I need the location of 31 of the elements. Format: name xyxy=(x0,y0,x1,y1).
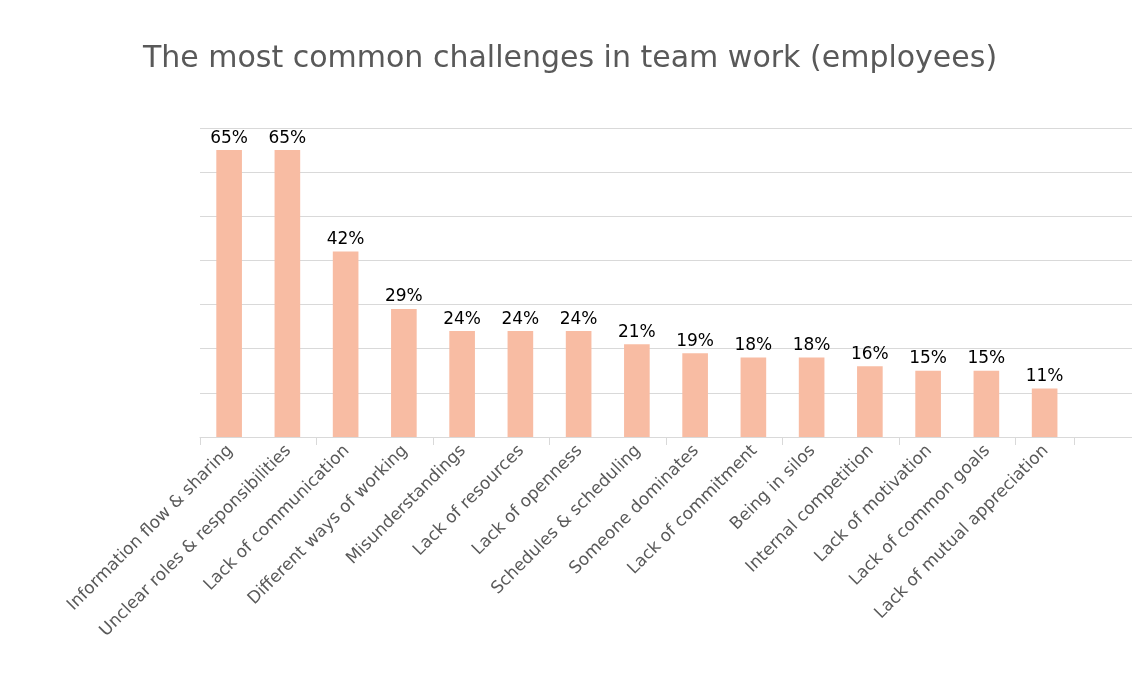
data-label: 18% xyxy=(792,334,831,355)
data-label: 18% xyxy=(734,334,773,355)
data-label: 65% xyxy=(268,126,307,147)
data-label: 29% xyxy=(384,285,423,306)
data-label: 15% xyxy=(967,347,1006,368)
bar xyxy=(798,357,825,437)
bar xyxy=(391,308,417,437)
data-label: 24% xyxy=(559,307,598,328)
data-label: 65% xyxy=(210,126,249,147)
bar xyxy=(449,331,475,437)
bar xyxy=(740,357,767,437)
bar xyxy=(274,150,301,437)
data-label: 11% xyxy=(1025,364,1064,385)
bar xyxy=(857,366,883,437)
bar xyxy=(973,370,1000,437)
bar xyxy=(216,150,242,437)
bar xyxy=(624,344,650,437)
data-label: 21% xyxy=(617,320,656,341)
bar xyxy=(1031,388,1058,437)
bar xyxy=(682,353,708,437)
data-label: 19% xyxy=(676,329,715,350)
bar xyxy=(332,251,359,437)
chart-title: The most common challenges in team work (employees) xyxy=(141,38,998,74)
data-label: 16% xyxy=(850,342,889,363)
bar xyxy=(565,331,592,437)
data-label: 24% xyxy=(501,307,540,328)
data-label: 24% xyxy=(443,307,482,328)
data-label: 15% xyxy=(909,347,948,368)
bar xyxy=(915,370,941,437)
data-label: 42% xyxy=(326,228,365,249)
bar xyxy=(507,331,534,437)
